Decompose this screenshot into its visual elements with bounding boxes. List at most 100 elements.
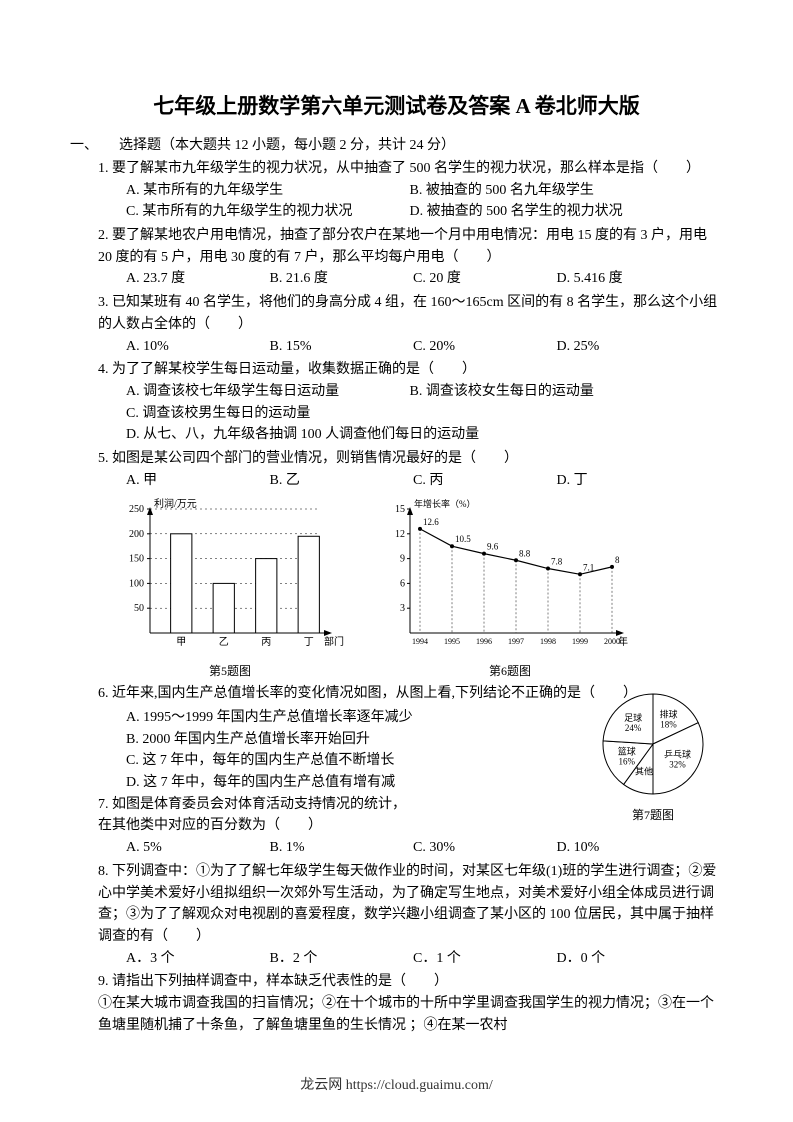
q1-opt-a: A. 某市所有的九年级学生 xyxy=(126,180,406,202)
q5-text: 5. 如图是某公司四个部门的营业情况，则销售情况最好的是（ ） xyxy=(98,451,518,466)
svg-text:1999: 1999 xyxy=(572,637,588,646)
q2-opt-a: A. 23.7 度 xyxy=(126,268,266,290)
q3-opt-c: C. 20% xyxy=(413,336,553,358)
svg-text:丙: 丙 xyxy=(261,637,271,648)
svg-text:15: 15 xyxy=(395,504,405,515)
q7-opt-b: B. 1% xyxy=(270,837,410,859)
svg-text:篮球: 篮球 xyxy=(618,746,636,757)
svg-text:10.5: 10.5 xyxy=(455,535,471,545)
svg-text:6: 6 xyxy=(400,579,405,590)
q7-text2: 在其他类中对应的百分数为（ ） xyxy=(98,818,322,833)
svg-text:8: 8 xyxy=(615,555,620,565)
charts-row: 50100150200250利润/万元部门甲乙丙丁 第5题图 3691215年增… xyxy=(110,495,723,679)
question-1: 1. 要了解某市九年级学生的视力状况，从中抽查了 500 名学生的视力状况，那么… xyxy=(98,158,723,223)
line-chart-wrap: 3691215年增长率（%）年1994199519961997199819992… xyxy=(380,495,640,679)
q5-opt-a: A. 甲 xyxy=(126,470,266,492)
section-1-header: 一、 选择题（本大题共 12 小题，每小题 2 分，共计 24 分） xyxy=(70,134,723,154)
q6-opt-c: C. 这 7 年中，每年的国内生产总值不断增长 xyxy=(126,750,496,772)
svg-text:150: 150 xyxy=(129,554,144,565)
svg-text:18%: 18% xyxy=(660,720,677,730)
svg-text:甲: 甲 xyxy=(176,637,186,648)
bar-chart: 50 100 150 200 250 利润/万元部门 甲 乙 丙 丁 xyxy=(110,495,350,655)
svg-text:足球: 足球 xyxy=(624,712,642,723)
q8-opt-a: A．3 个 xyxy=(126,948,266,970)
q4-opt-c: C. 调查该校男生每日的运动量 xyxy=(126,403,310,425)
svg-text:100: 100 xyxy=(129,579,144,590)
question-8: 8. 下列调查中：①为了了解七年级学生每天做作业的时间，对某区七年级(1)班的学… xyxy=(98,861,723,969)
q1-opt-b: B. 被抽查的 500 名九年级学生 xyxy=(410,180,690,202)
q2-opt-b: B. 21.6 度 xyxy=(270,268,410,290)
bar-chart-caption: 第5题图 xyxy=(110,662,350,679)
q2-text: 2. 要了解某地农户用电情况，抽查了部分农户在某地一个月中用电情况：用电 15 … xyxy=(98,228,707,265)
footer: 龙云网 https://cloud.guaimu.com/ xyxy=(0,1074,793,1094)
q8-opt-b: B．2 个 xyxy=(270,948,410,970)
q4-opt-d: D. 从七、八，九年级各抽调 100 人调查他们每日的运动量 xyxy=(126,424,479,446)
page-title: 七年级上册数学第六单元测试卷及答案 A 卷北师大版 xyxy=(70,90,723,120)
svg-text:250: 250 xyxy=(129,504,144,515)
svg-text:1994: 1994 xyxy=(412,637,428,646)
svg-text:年增长率（%）: 年增长率（%） xyxy=(414,498,476,509)
question-4: 4. 为了了解某校学生每日运动量，收集数据正确的是（ ） A. 调查该校七年级学… xyxy=(98,359,723,446)
svg-text:1995: 1995 xyxy=(444,637,460,646)
line-chart-caption: 第6题图 xyxy=(380,662,640,679)
question-9: 9. 请指出下列抽样调查中，样本缺乏代表性的是（ ） ①在某大城市调查我国的扫盲… xyxy=(98,971,723,1036)
svg-text:3: 3 xyxy=(400,604,405,615)
pie-chart-wrap: 排球18% 乒乓球32% 其他 篮球16% 足球24% 第7题图 xyxy=(593,689,713,823)
svg-text:2000: 2000 xyxy=(604,637,620,646)
bar-chart-wrap: 50 100 150 200 250 利润/万元部门 甲 乙 丙 丁 第5题图 xyxy=(110,495,350,679)
q7-text: 7. 如图是体育委员会对体育活动支持情况的统计， xyxy=(98,797,406,812)
svg-text:8.8: 8.8 xyxy=(519,549,531,559)
pie-chart-caption: 第7题图 xyxy=(593,806,713,823)
q7-opt-a: A. 5% xyxy=(126,837,266,859)
q3-opt-b: B. 15% xyxy=(270,336,410,358)
q9-text2: ①在某大城市调查我国的扫盲情况；②在十个城市的十所中学里调查我国学生的视力情况；… xyxy=(98,996,714,1033)
q8-opt-d: D．0 个 xyxy=(557,948,697,970)
svg-text:部门: 部门 xyxy=(324,635,344,648)
q9-text: 9. 请指出下列抽样调查中，样本缺乏代表性的是（ ） xyxy=(98,974,448,989)
svg-text:乙: 乙 xyxy=(219,636,229,648)
q4-opt-a: A. 调查该校七年级学生每日运动量 xyxy=(126,381,406,403)
svg-text:利润/万元: 利润/万元 xyxy=(154,497,197,510)
svg-text:7.8: 7.8 xyxy=(551,557,563,567)
q6-opt-a: A. 1995～1999 年国内生产总值增长率逐年减少 xyxy=(126,707,496,729)
q8-opt-c: C．1 个 xyxy=(413,948,553,970)
q4-opt-b: B. 调查该校女生每日的运动量 xyxy=(410,381,690,403)
svg-text:50: 50 xyxy=(134,604,144,615)
q1-opt-c: C. 某市所有的九年级学生的视力状况 xyxy=(126,201,406,223)
q7-opt-c: C. 30% xyxy=(413,837,553,859)
svg-text:12.6: 12.6 xyxy=(423,517,439,527)
svg-text:9.6: 9.6 xyxy=(487,542,499,552)
q2-opt-d: D. 5.416 度 xyxy=(557,268,697,290)
svg-text:9: 9 xyxy=(400,554,405,565)
svg-text:16%: 16% xyxy=(619,757,636,767)
svg-text:1996: 1996 xyxy=(476,637,492,646)
q1-opt-d: D. 被抽查的 500 名学生的视力状况 xyxy=(410,201,690,223)
svg-text:乒乓球: 乒乓球 xyxy=(664,749,691,760)
line-chart: 3691215年增长率（%）年1994199519961997199819992… xyxy=(380,495,640,655)
svg-text:32%: 32% xyxy=(669,760,686,770)
svg-text:丁: 丁 xyxy=(304,637,314,648)
svg-text:7.1: 7.1 xyxy=(583,563,594,573)
q5-opt-d: D. 丁 xyxy=(557,470,697,492)
q7-opt-d: D. 10% xyxy=(557,837,697,859)
svg-text:24%: 24% xyxy=(625,723,642,733)
svg-text:1997: 1997 xyxy=(508,637,524,646)
svg-text:200: 200 xyxy=(129,529,144,540)
q6-text: 6. 近年来,国内生产总值增长率的变化情况如图，从图上看,下列结论不正确的是（ … xyxy=(98,686,637,701)
question-2: 2. 要了解某地农户用电情况，抽查了部分农户在某地一个月中用电情况：用电 15 … xyxy=(98,225,723,290)
q1-text: 1. 要了解某市九年级学生的视力状况，从中抽查了 500 名学生的视力状况，那么… xyxy=(98,161,700,176)
question-3: 3. 已知某班有 40 名学生，将他们的身高分成 4 组，在 160～165cm… xyxy=(98,292,723,357)
q5-opt-c: C. 丙 xyxy=(413,470,553,492)
q2-opt-c: C. 20 度 xyxy=(413,268,553,290)
q6-opt-b: B. 2000 年国内生产总值增长率开始回升 xyxy=(126,729,496,751)
svg-text:其他: 其他 xyxy=(635,766,653,777)
q5-opt-b: B. 乙 xyxy=(270,470,410,492)
q6-opt-d: D. 这 7 年中，每年的国内生产总值有增有减 xyxy=(126,772,496,794)
question-5: 5. 如图是某公司四个部门的营业情况，则销售情况最好的是（ ） A. 甲 B. … xyxy=(98,448,723,491)
q3-opt-d: D. 25% xyxy=(557,336,697,358)
pie-chart: 排球18% 乒乓球32% 其他 篮球16% 足球24% xyxy=(593,689,713,799)
q3-opt-a: A. 10% xyxy=(126,336,266,358)
svg-text:1998: 1998 xyxy=(540,637,556,646)
q3-text: 3. 已知某班有 40 名学生，将他们的身高分成 4 组，在 160～165cm… xyxy=(98,295,717,332)
svg-text:排球: 排球 xyxy=(660,709,678,720)
